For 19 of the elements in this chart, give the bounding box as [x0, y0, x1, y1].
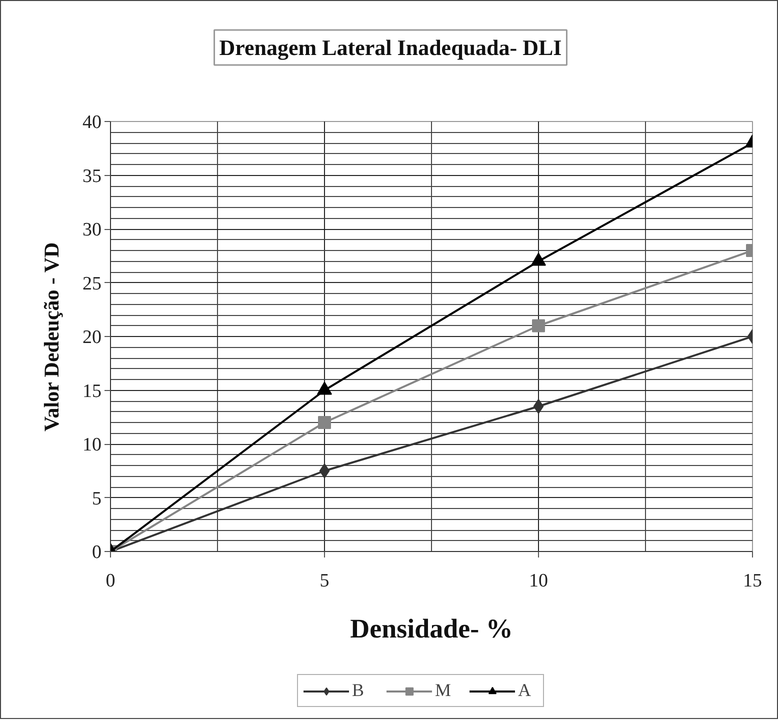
- legend-label: B: [352, 680, 366, 701]
- legend-label: M: [435, 680, 452, 701]
- x-axis-title: Densidade- %: [350, 614, 513, 644]
- x-tick-label: 5: [320, 570, 330, 592]
- legend-label: A: [518, 680, 532, 701]
- y-tick-label: 20: [82, 327, 102, 348]
- x-tick-label: 0: [106, 570, 116, 592]
- y-tick-label: 35: [82, 166, 102, 187]
- y-tick-label: 15: [82, 380, 102, 402]
- y-tick-label: 40: [82, 112, 102, 133]
- y-axis-title: Valor Dedeução - VD: [40, 242, 64, 432]
- chart-title: Drenagem Lateral Inadequada- DLI: [219, 35, 562, 60]
- y-tick-label: 0: [92, 542, 102, 563]
- x-tick-label: 15: [743, 570, 762, 592]
- x-tick-label: 10: [529, 570, 548, 592]
- y-tick-label: 30: [82, 220, 102, 240]
- y-tick-label: 10: [82, 434, 102, 456]
- y-tick-label: 5: [92, 488, 102, 510]
- y-tick-label: 25: [82, 273, 102, 294]
